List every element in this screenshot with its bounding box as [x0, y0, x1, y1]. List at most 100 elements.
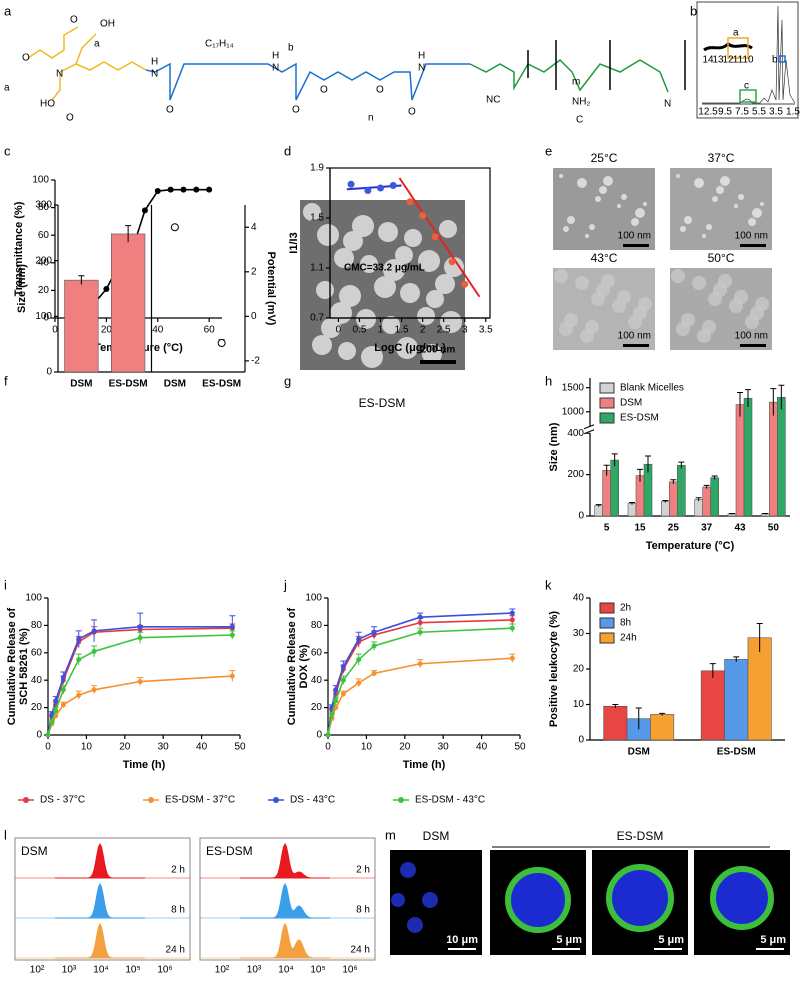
series-line: [327, 657, 513, 736]
legend-marker: [398, 797, 404, 803]
y-tick-label: 1.5: [310, 213, 324, 224]
data-point: [53, 707, 59, 713]
data-point: [229, 624, 235, 630]
micelle: [716, 186, 724, 194]
x-tick-label: 3.5: [479, 325, 493, 336]
y-axis-label: DOX (%): [298, 644, 310, 688]
legend-label: DSM: [620, 398, 642, 409]
nmr-frame: [696, 1, 799, 119]
data-point: [461, 280, 469, 288]
legend-label: DS - 43°C: [290, 795, 335, 806]
error-bar: [709, 663, 716, 678]
annotation: CMC=33.2 μg/mL: [344, 263, 425, 274]
legend-swatch: [599, 617, 615, 629]
tem-texture: [681, 313, 695, 327]
nucleus: [400, 862, 416, 878]
data-point: [137, 624, 143, 630]
scale-bar-label: 5 μm: [658, 934, 684, 946]
y-tick-label: 60: [31, 647, 43, 658]
legend-label: ES-DSM - 37°C: [165, 795, 235, 806]
data-point: [137, 635, 143, 641]
scale-bar-label: 200 nm: [421, 345, 456, 356]
y-tick-label: 0: [578, 511, 584, 522]
nucleus: [422, 892, 438, 908]
micelle: [702, 234, 706, 238]
particle: [352, 215, 374, 237]
data-point: [419, 212, 427, 219]
error-bar: [737, 391, 743, 417]
x-tick-label: 2.5: [437, 325, 451, 336]
error-bar: [729, 513, 735, 515]
data-point: [340, 664, 346, 669]
flow-tick-label: 10⁶: [157, 965, 172, 976]
bar: [710, 477, 719, 517]
y-tick-label: 30: [573, 628, 585, 639]
x-tick-label: 3: [462, 325, 468, 336]
data-point: [103, 286, 110, 293]
flow-tick-label: 10⁵: [310, 965, 325, 976]
nmr-tick-label: 7.5: [735, 107, 749, 118]
nmr-tick-label: 1.5: [786, 107, 800, 118]
x-tick-label: ES-DSM: [202, 379, 241, 390]
tem-texture: [638, 297, 652, 311]
x-tick-label: 20: [399, 742, 411, 753]
bar: [110, 233, 146, 373]
structure-label: H: [272, 51, 279, 62]
data-point: [371, 629, 377, 635]
x-tick-label: 0: [45, 742, 51, 753]
legend-label: 2h: [620, 603, 631, 614]
particle: [361, 346, 383, 368]
data-point: [371, 670, 377, 676]
nmr-tick-label: 9.5: [718, 107, 732, 118]
data-point: [417, 629, 423, 635]
data-point: [76, 636, 82, 642]
x-tick-label: 0: [52, 325, 58, 336]
structure-label: H: [418, 51, 425, 62]
micelle: [563, 226, 569, 232]
data-point: [45, 732, 51, 738]
scale-bar-label: 5 μm: [556, 934, 582, 946]
particle: [404, 229, 422, 247]
error-bar: [125, 225, 132, 243]
bar: [602, 470, 611, 517]
error-bar: [756, 623, 763, 652]
data-point: [364, 187, 372, 194]
bond: [59, 61, 147, 73]
x-tick-label: 10: [361, 742, 373, 753]
micelle: [694, 178, 704, 188]
y-axis-label: Size (nm): [16, 264, 28, 313]
y-tick-label: 80: [38, 202, 50, 213]
particle: [316, 281, 334, 299]
micelle: [595, 196, 601, 202]
structure-label: n: [368, 113, 374, 124]
x-tick-label: 50: [514, 742, 526, 753]
error-bar: [670, 479, 677, 484]
flow-time: 24 h: [351, 945, 370, 956]
structure-label: N: [418, 63, 425, 74]
bar: [694, 499, 703, 517]
x-tick-label: 30: [158, 742, 170, 753]
micelle: [585, 234, 589, 238]
particle: [339, 285, 361, 307]
data-point: [417, 614, 423, 620]
structure: [27, 26, 686, 101]
y-tick-label: 20: [573, 664, 585, 675]
particle: [417, 307, 435, 325]
y2-tick-label: 4: [251, 222, 257, 233]
flow-time: 2 h: [171, 865, 185, 876]
panel-label: j: [283, 577, 287, 592]
y-tick-label: 200: [567, 469, 584, 480]
y-axis-label: Positive leukocyte (%): [548, 611, 560, 727]
micelle: [621, 194, 627, 200]
confocal-title: DSM: [423, 829, 450, 843]
particle: [378, 222, 398, 242]
y2-tick-label: 2: [251, 266, 257, 277]
particle: [426, 290, 444, 308]
particle: [321, 318, 341, 338]
y-tick-label: 300: [35, 200, 52, 211]
bar: [735, 404, 745, 517]
error-bar: [629, 502, 635, 505]
data-point: [60, 687, 66, 693]
structure-label: m: [572, 77, 580, 88]
